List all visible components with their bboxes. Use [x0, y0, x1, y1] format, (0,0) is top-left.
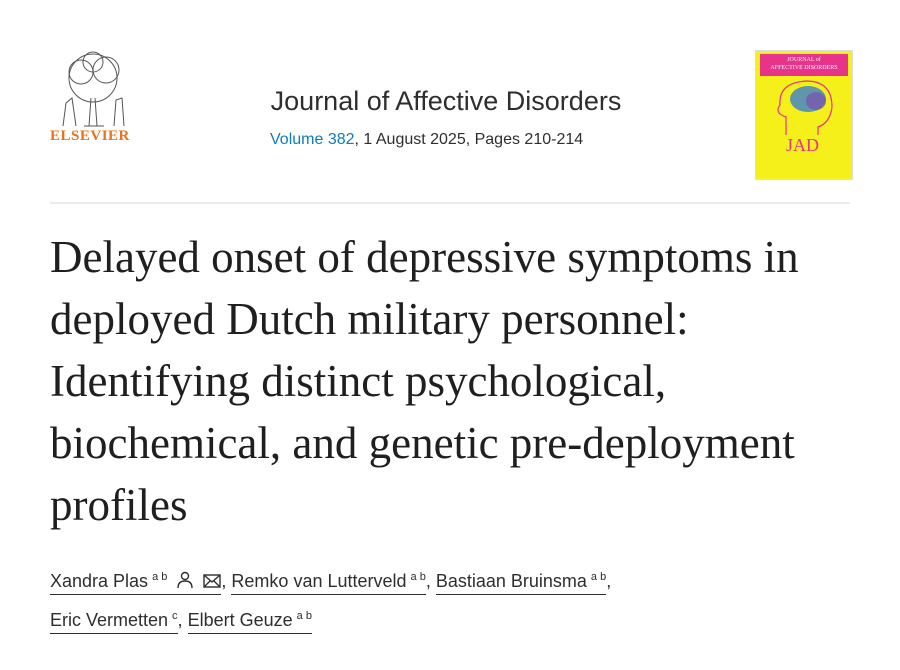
author-name: Eric Vermetten: [50, 610, 169, 630]
journal-cover-image[interactable]: JOURNAL of AFFECTIVE DISORDERS JAD: [755, 50, 853, 180]
divider: [50, 202, 850, 204]
cover-title-main: AFFECTIVE DISORDERS: [770, 65, 838, 71]
author-affiliation: a b: [590, 571, 607, 583]
journal-title[interactable]: Journal of Affective Disorders: [270, 86, 622, 116]
person-icon: [177, 571, 194, 589]
cover-band: JOURNAL of AFFECTIVE DISORDERS: [760, 54, 848, 76]
author-affiliation: c: [172, 610, 178, 622]
author-name: Remko van Lutterveld: [231, 571, 407, 591]
article-title: Delayed onset of depressive symptoms in …: [50, 232, 799, 530]
author-link[interactable]: Bastiaan Bruinsma a b: [435, 571, 607, 595]
envelope-icon[interactable]: [203, 573, 222, 589]
author-name: Xandra Plas: [50, 571, 149, 591]
cover-title-top: JOURNAL of: [787, 57, 821, 63]
author-name: Bastiaan Bruinsma: [435, 571, 587, 591]
author-name: Elbert Geuze: [187, 610, 293, 630]
issue-info: , 1 August 2025, Pages 210-214: [354, 131, 584, 148]
elsevier-tree-logo[interactable]: [48, 48, 138, 148]
separator: ,: [606, 571, 612, 591]
cover-head-illustration: [777, 80, 833, 135]
author-link[interactable]: Remko van Lutterveld a b: [231, 571, 426, 595]
author-link[interactable]: Elbert Geuze a b: [187, 610, 312, 634]
separator: ,: [221, 571, 227, 591]
issue-line: Volume 382, 1 August 2025, Pages 210-214: [270, 131, 583, 149]
author-affiliation: a b: [410, 571, 426, 583]
author-affiliation: a b: [152, 571, 168, 583]
elsevier-wordmark: ELSEVIER: [50, 128, 130, 144]
volume-link[interactable]: Volume 382: [270, 131, 355, 148]
author-list: Xandra Plas a b , Remko van Lutterveld a b…: [50, 560, 810, 638]
separator: ,: [177, 610, 183, 630]
author-affiliation: a b: [296, 610, 312, 622]
cover-abbrev: JAD: [786, 135, 820, 155]
author-link[interactable]: Eric Vermetten c: [50, 610, 178, 634]
author-link[interactable]: Xandra Plas a b: [50, 571, 222, 595]
separator: ,: [425, 571, 431, 591]
